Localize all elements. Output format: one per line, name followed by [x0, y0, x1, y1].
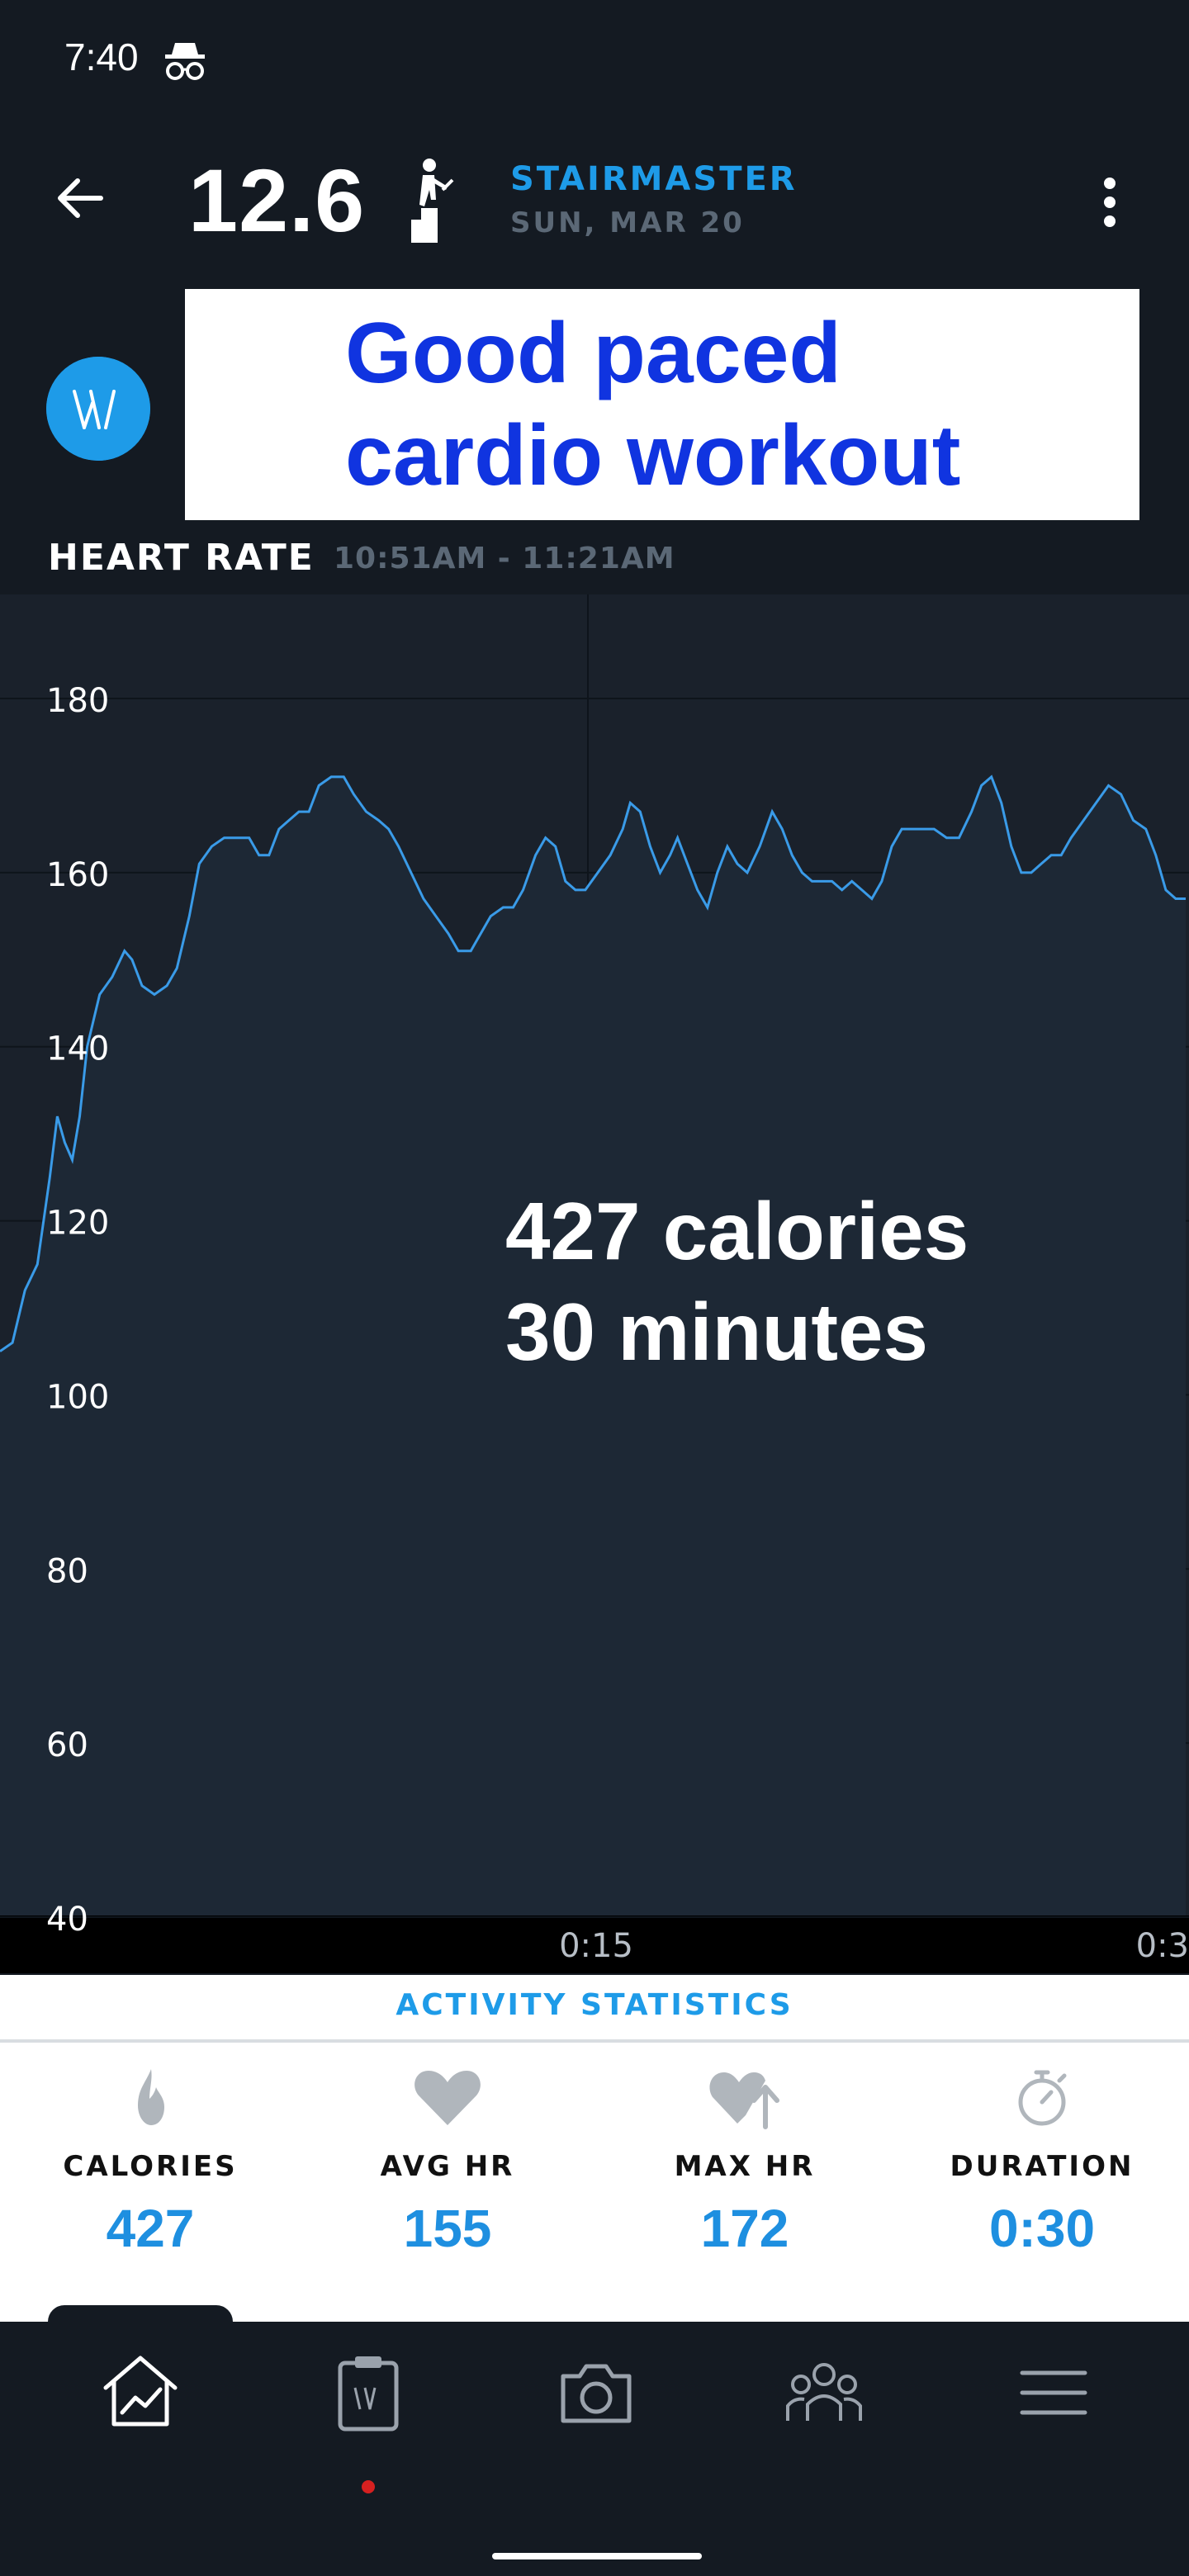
stats-divider	[0, 2039, 1189, 2043]
stat-max-hr: MAX HR 172	[596, 2064, 893, 2259]
y-tick-label: 40	[46, 1901, 88, 1939]
heart-rate-chart[interactable]: 180 160 140 120 100 80 60 40 0:15 0:3	[0, 594, 1189, 1973]
summary-overlay: 427 calories 30 minutes	[505, 1181, 969, 1382]
overlay-duration: 30 minutes	[505, 1286, 928, 1377]
caption-banner	[185, 289, 1139, 520]
y-tick-label: 100	[46, 1378, 109, 1416]
nav-active-tab-indicator	[48, 2305, 233, 2338]
stats-panel	[0, 2043, 1189, 2322]
heart-rate-time-range: 10:51AM - 11:21AM	[334, 542, 675, 575]
stats-header	[0, 1975, 1189, 2041]
notification-dot	[362, 2480, 375, 2493]
app-logo-icon[interactable]	[46, 357, 150, 461]
activity-date: SUN, MAR 20	[510, 206, 745, 239]
community-icon[interactable]	[783, 2351, 865, 2434]
heart-rate-label: HEART RATE	[48, 537, 315, 579]
stat-label: AVG HR	[380, 2150, 515, 2183]
stat-value: 427	[106, 2199, 195, 2258]
caption-line-1: Good paced	[345, 305, 841, 401]
incognito-icon	[165, 43, 205, 80]
status-time: 7:40	[64, 36, 139, 78]
back-arrow-icon[interactable]	[51, 169, 109, 227]
bottom-nav	[0, 2322, 1189, 2576]
y-tick-label: 160	[46, 856, 109, 894]
stat-avg-hr: AVG HR 155	[299, 2064, 596, 2259]
overlay-calories: 427 calories	[505, 1186, 969, 1276]
x-tick-label: 0:15	[559, 1927, 633, 1965]
heart-icon	[414, 2071, 481, 2125]
stats-title: ACTIVITY STATISTICS	[396, 1988, 793, 2022]
x-tick-label: 0:3	[1136, 1927, 1189, 1965]
stopwatch-icon	[1018, 2070, 1067, 2126]
stat-calories: CALORIES 427	[2, 2064, 299, 2259]
chart-x-axis-band	[0, 1915, 1189, 1973]
gesture-home-bar[interactable]	[492, 2553, 702, 2559]
heart-up-arrow-icon	[709, 2072, 779, 2129]
flame-icon	[138, 2069, 164, 2125]
stat-label: MAX HR	[674, 2150, 816, 2183]
home-chart-icon[interactable]	[99, 2351, 182, 2434]
y-tick-label: 80	[46, 1552, 88, 1590]
y-tick-label: 120	[46, 1205, 109, 1243]
stat-duration: DURATION 0:30	[893, 2064, 1189, 2259]
camera-icon[interactable]	[555, 2351, 637, 2434]
workout-score: 12.6	[188, 150, 366, 250]
heart-rate-area	[0, 776, 1186, 1915]
y-tick-label: 140	[46, 1030, 109, 1068]
stat-value: 0:30	[988, 2199, 1096, 2258]
stat-label: CALORIES	[63, 2150, 238, 2183]
menu-icon[interactable]	[1012, 2351, 1095, 2434]
stat-value: 155	[403, 2199, 492, 2258]
activity-type: STAIRMASTER	[510, 160, 798, 198]
stair-climber-icon	[411, 159, 454, 243]
activity-header	[0, 124, 1189, 289]
y-tick-label: 180	[46, 682, 109, 720]
y-tick-label: 60	[46, 1726, 88, 1764]
heart-rate-line	[0, 774, 1186, 1352]
status-bar	[0, 0, 1189, 124]
stat-label: DURATION	[950, 2150, 1135, 2183]
caption-text: Good paced cardio workout	[345, 302, 1121, 507]
caption-line-2: cardio workout	[345, 408, 961, 504]
more-vertical-icon[interactable]	[1098, 173, 1121, 231]
log-clipboard-icon[interactable]	[327, 2351, 410, 2434]
stat-value: 172	[700, 2199, 789, 2258]
